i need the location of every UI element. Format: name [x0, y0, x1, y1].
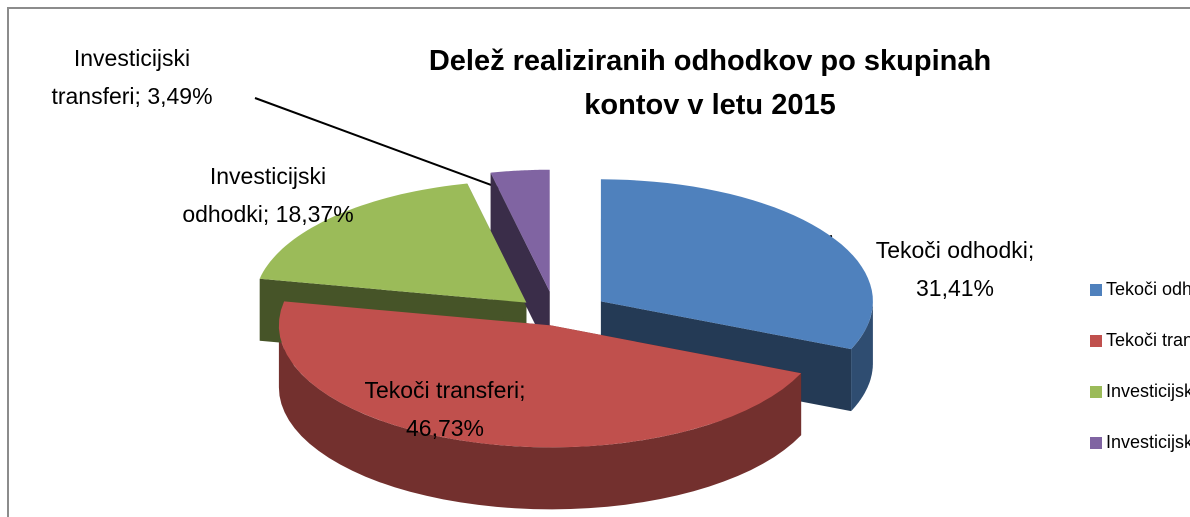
legend-label: Investicijski transferi	[1106, 432, 1190, 452]
legend-label: Tekoči transferi	[1106, 330, 1190, 350]
leader-line	[254, 97, 533, 201]
legend-swatch	[1090, 335, 1102, 347]
legend-label: Tekoči odhodki	[1106, 279, 1190, 299]
data-label: Investicijski transferi; 3,49%	[51, 45, 212, 109]
slice-side	[851, 301, 873, 412]
slice	[259, 183, 527, 303]
slice	[600, 179, 873, 350]
data-label: Tekoči transferi; 46,73%	[364, 377, 525, 441]
slice	[490, 169, 550, 292]
legend-swatch	[1090, 386, 1102, 398]
legend-swatch	[1090, 284, 1102, 296]
chart-title: Delež realiziranih odhodkov po skupinah k…	[429, 45, 991, 121]
slice-face	[490, 172, 550, 354]
slice	[278, 301, 802, 448]
slice-side	[278, 325, 802, 510]
data-label: Tekoči odhodki; 31,41%	[876, 237, 1035, 301]
legend-label: Investicijski odhodki	[1106, 381, 1190, 401]
data-label: Investicijski odhodki; 18,37%	[182, 163, 353, 227]
legend-swatch	[1090, 437, 1102, 449]
